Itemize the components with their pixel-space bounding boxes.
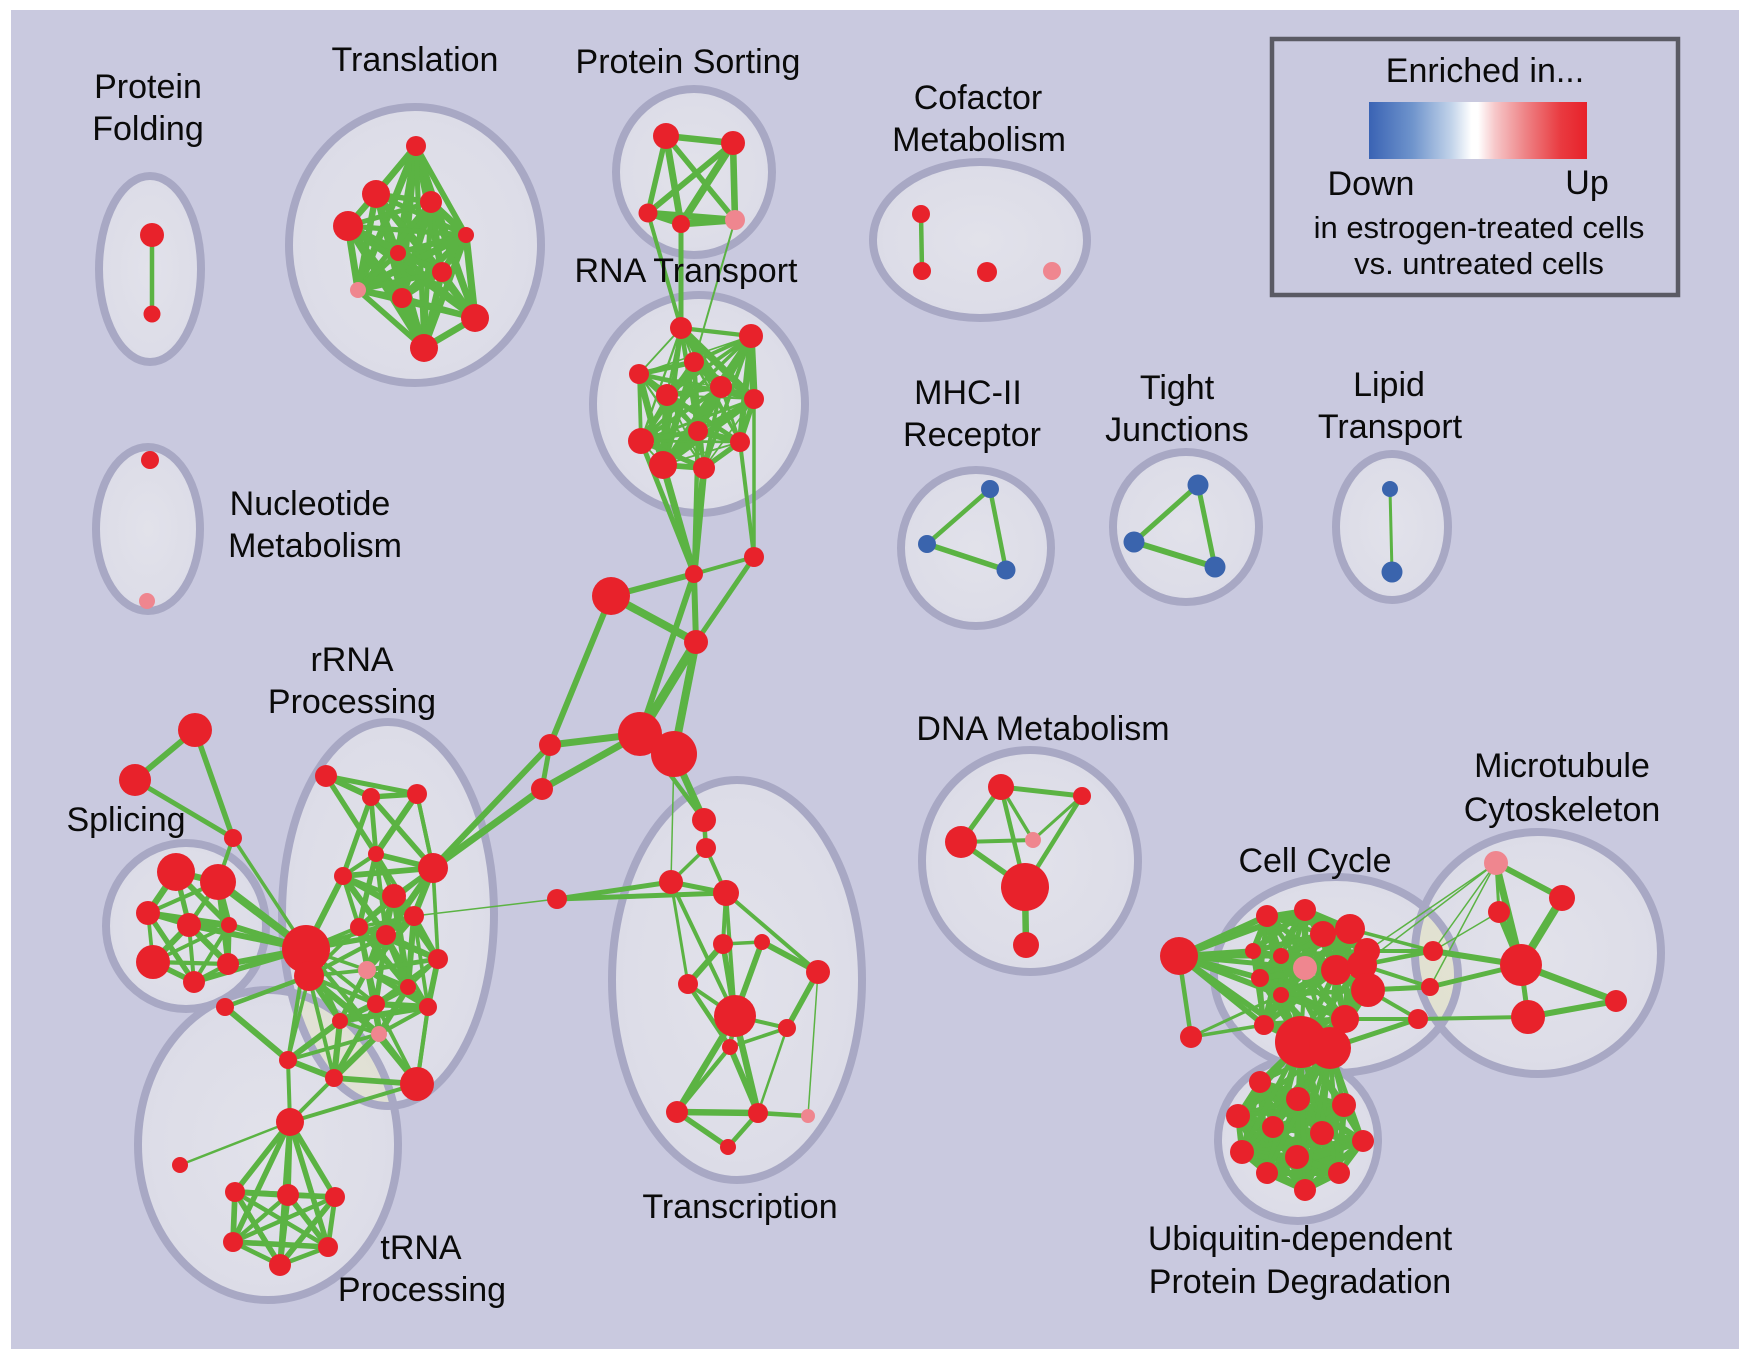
svg-text:tRNA: tRNA xyxy=(380,1229,462,1267)
svg-text:Protein Degradation: Protein Degradation xyxy=(1149,1263,1451,1301)
svg-text:in estrogen-treated cells: in estrogen-treated cells xyxy=(1314,210,1645,245)
svg-text:Up: Up xyxy=(1565,164,1608,202)
svg-text:Tight: Tight xyxy=(1140,369,1215,407)
svg-text:vs. untreated cells: vs. untreated cells xyxy=(1354,246,1604,281)
svg-text:Processing: Processing xyxy=(338,1271,506,1309)
svg-text:Cytoskeleton: Cytoskeleton xyxy=(1464,791,1661,829)
svg-text:Splicing: Splicing xyxy=(66,801,185,839)
svg-text:Enriched in...: Enriched in... xyxy=(1386,52,1584,90)
svg-text:Lipid: Lipid xyxy=(1353,366,1425,404)
svg-text:Junctions: Junctions xyxy=(1105,411,1249,449)
svg-text:MHC-II: MHC-II xyxy=(914,374,1022,412)
svg-text:rRNA: rRNA xyxy=(310,641,393,679)
svg-text:Folding: Folding xyxy=(92,110,204,148)
svg-text:Protein: Protein xyxy=(94,68,202,106)
svg-text:DNA Metabolism: DNA Metabolism xyxy=(916,710,1169,748)
svg-text:Ubiquitin-dependent: Ubiquitin-dependent xyxy=(1148,1220,1453,1258)
svg-text:Down: Down xyxy=(1328,165,1415,203)
svg-text:Metabolism: Metabolism xyxy=(228,527,402,565)
svg-text:Metabolism: Metabolism xyxy=(892,121,1066,159)
svg-text:Transcription: Transcription xyxy=(642,1188,837,1226)
svg-text:Cofactor: Cofactor xyxy=(914,79,1043,117)
svg-text:Receptor: Receptor xyxy=(903,416,1041,454)
svg-text:Nucleotide: Nucleotide xyxy=(230,485,391,523)
svg-text:Protein Sorting: Protein Sorting xyxy=(576,43,801,81)
svg-text:RNA Transport: RNA Transport xyxy=(575,252,799,290)
svg-text:Translation: Translation xyxy=(332,41,499,79)
svg-text:Microtubule: Microtubule xyxy=(1474,747,1650,785)
svg-text:Processing: Processing xyxy=(268,683,436,721)
svg-text:Transport: Transport xyxy=(1318,408,1463,446)
svg-text:Cell Cycle: Cell Cycle xyxy=(1238,842,1391,880)
